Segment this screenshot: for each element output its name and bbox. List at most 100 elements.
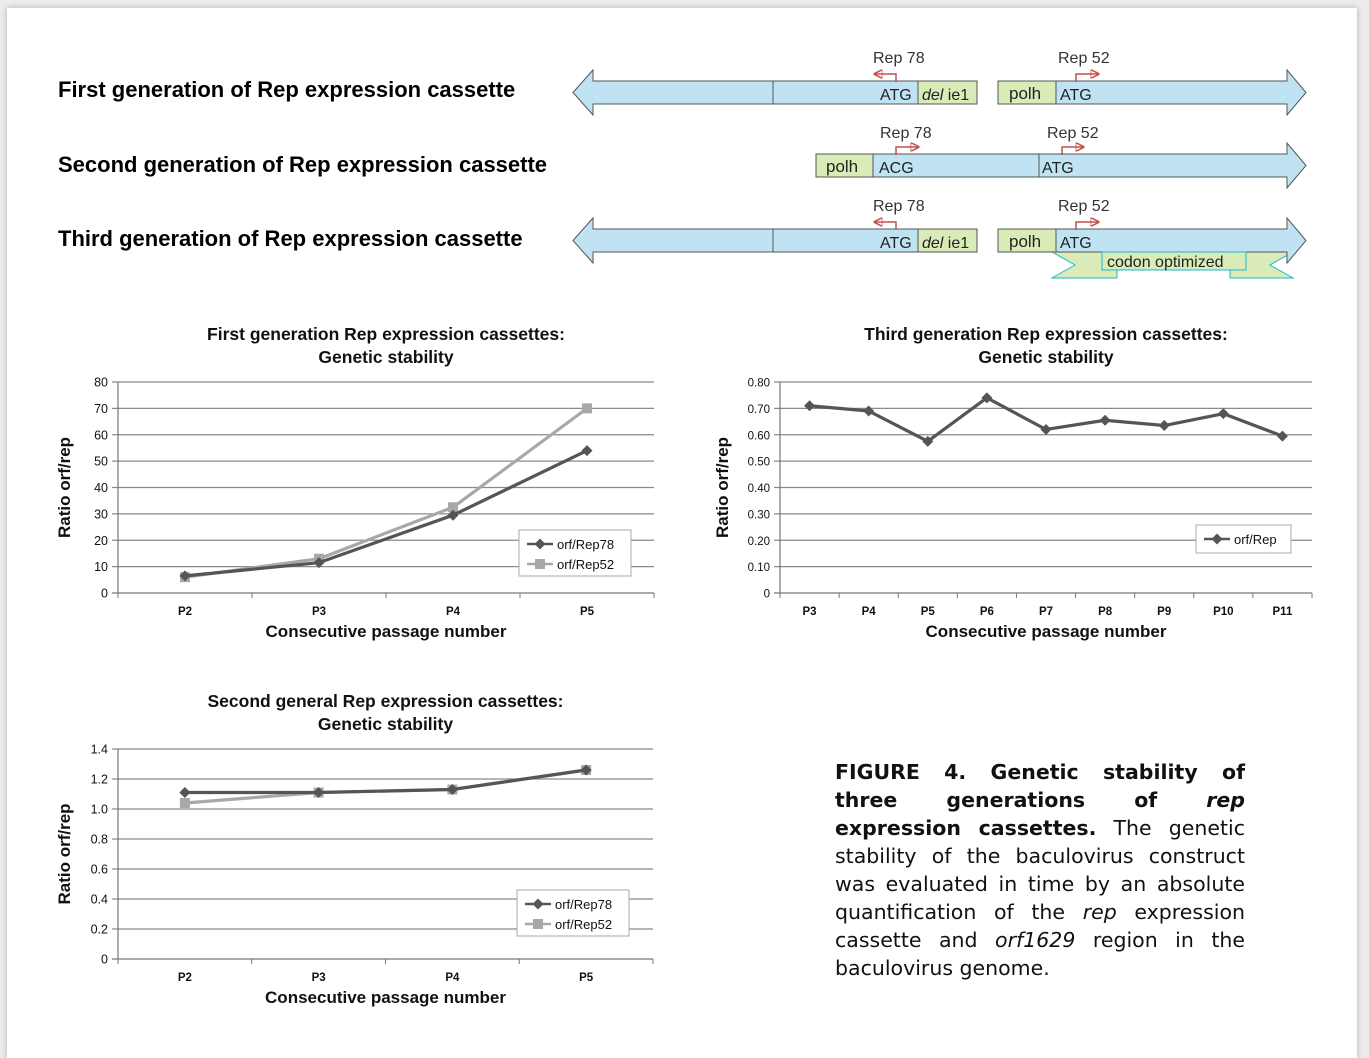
polh-box: [997, 228, 1057, 253]
atg-label: ATG: [880, 235, 912, 252]
cassette-row-label-3: Third generation of Rep expression casse…: [58, 226, 523, 251]
data-point-orf/Rep: [1158, 420, 1170, 432]
x-tick-label: P4: [445, 972, 460, 984]
y-tick-label: 0: [101, 587, 108, 601]
y-tick-label: 0: [101, 953, 108, 967]
x-tick-label: P2: [178, 606, 192, 618]
y-tick-label: 0.2: [91, 923, 108, 937]
chart-third-generation: Third generation Rep expression cassette…: [713, 324, 1313, 641]
acg-label: ACG: [879, 160, 914, 177]
polh-label: polh: [1009, 232, 1041, 251]
left-arrow-segment: [572, 216, 978, 265]
x-tick-label: P4: [446, 606, 461, 618]
y-tick-label: 0.60: [748, 430, 770, 442]
x-tick-label: P11: [1273, 606, 1293, 618]
data-point-orf/Rep: [981, 392, 993, 404]
cassette-diagrams: First generation of Rep expression casse…: [58, 50, 1307, 279]
y-tick-label: 0.10: [748, 562, 770, 574]
series-line-orf/Rep78: [184, 449, 588, 578]
series-line-orf/Rep52: [184, 768, 587, 805]
rep52-promoter-arrow: [1075, 74, 1098, 82]
cassette-row-1: ATG del ie1 polh ATG Rep 78 Rep 52: [572, 50, 1307, 117]
figure-panel: [7, 8, 1357, 1058]
codon-optimized-box: [1101, 251, 1247, 271]
chart-subtitle: Genetic stability: [318, 714, 453, 734]
x-tick-label: P5: [921, 606, 936, 618]
data-point-orf/Rep78: [313, 787, 325, 798]
x-tick-label: P7: [1039, 606, 1053, 618]
y-tick-label: 0.20: [748, 536, 770, 548]
data-point-orf/Rep: [1040, 423, 1052, 435]
data-point-orf/Rep: [804, 400, 816, 412]
data-point-orf/Rep: [1217, 408, 1229, 420]
data-point-orf/Rep: [922, 435, 934, 447]
x-tick-label: P5: [580, 606, 595, 618]
y-tick-label: 0.8: [91, 833, 108, 847]
rep52-promoter-arrow: [1075, 222, 1098, 230]
y-tick-label: 0.30: [748, 509, 770, 521]
cassette-row-label-2: Second generation of Rep expression cass…: [58, 152, 547, 177]
cassette-row-label-1: First generation of Rep expression casse…: [58, 77, 515, 102]
data-point-orf/Rep78: [581, 445, 593, 457]
data-point-orf/Rep: [863, 405, 875, 417]
legend-marker: [533, 919, 543, 929]
chart-second-generation: Second general Rep expression cassettes:…: [55, 691, 654, 1007]
y-tick-label: 20: [94, 534, 108, 548]
del-ie1-label: del ie1: [922, 235, 969, 252]
chart-title: Second general Rep expression cassettes:: [208, 691, 564, 711]
y-tick-label: 0.80: [748, 378, 770, 390]
x-tick-label: P2: [178, 972, 192, 984]
y-tick-label: 60: [94, 428, 108, 442]
y-tick-label: 30: [94, 507, 108, 521]
y-axis-label: Ratio orf/rep: [713, 437, 732, 538]
legend-marker: [534, 538, 546, 550]
data-point-orf/Rep52: [582, 403, 592, 414]
rep52-promoter-arrow: [1061, 147, 1083, 155]
arrow-segment: [815, 141, 1307, 190]
data-point-orf/Rep78: [447, 509, 459, 521]
del-ie1-box: [917, 80, 978, 105]
polh-label: polh: [826, 157, 858, 176]
legend-label: orf/Rep: [1234, 532, 1277, 547]
data-point-orf/Rep78: [446, 784, 458, 795]
x-axis-label: Consecutive passage number: [266, 622, 507, 641]
x-tick-label: P4: [862, 606, 877, 618]
y-axis-label: Ratio orf/rep: [55, 437, 74, 538]
rep78-promoter-arrow: [895, 147, 918, 155]
y-tick-label: 70: [94, 402, 108, 416]
y-tick-label: 0: [764, 589, 770, 601]
series-line-orf/Rep78: [184, 768, 587, 795]
rep78-label: Rep 78: [880, 125, 932, 142]
rep52-label: Rep 52: [1058, 198, 1110, 215]
chart-subtitle: Genetic stability: [978, 347, 1113, 367]
legend-marker: [1211, 533, 1223, 545]
y-tick-label: 10: [94, 560, 108, 574]
x-axis-label: Consecutive passage number: [265, 988, 506, 1007]
del-ie1-label: del ie1: [922, 87, 969, 104]
legend-marker: [535, 559, 545, 569]
chart-title: First generation Rep expression cassette…: [207, 324, 565, 344]
y-tick-label: 40: [94, 481, 108, 495]
y-tick-label: 1.0: [91, 803, 108, 817]
cassette-row-3: ATG del ie1 polh ATG codon optimized Rep…: [572, 198, 1307, 279]
chart-subtitle: Genetic stability: [318, 347, 453, 367]
x-tick-label: P10: [1213, 606, 1233, 618]
y-tick-label: 0.40: [748, 483, 770, 495]
y-tick-label: 1.4: [91, 743, 108, 757]
rep52-label: Rep 52: [1058, 50, 1110, 67]
rep52-label: Rep 52: [1047, 125, 1099, 142]
x-tick-label: P8: [1098, 606, 1113, 618]
polh-label: polh: [1009, 84, 1041, 103]
chart-title: Third generation Rep expression cassette…: [864, 324, 1228, 344]
data-point-orf/Rep78: [179, 787, 191, 798]
y-tick-label: 80: [94, 376, 108, 390]
legend-marker: [532, 898, 544, 910]
y-tick-label: 1.2: [91, 773, 108, 787]
legend-label: orf/Rep78: [555, 897, 612, 912]
del-ie1-box: [917, 228, 978, 253]
data-point-orf/Rep: [1276, 430, 1288, 442]
y-tick-label: 0.4: [91, 893, 108, 907]
legend-label: orf/Rep78: [557, 537, 614, 552]
y-tick-label: 0.6: [91, 863, 108, 877]
